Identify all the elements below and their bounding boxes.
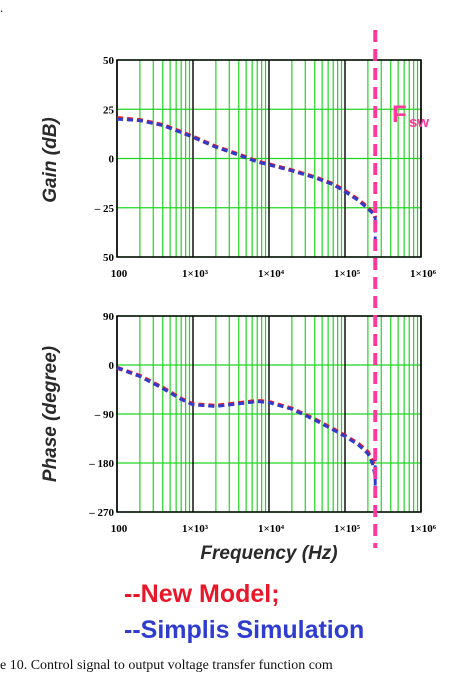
x-tick-label: 1×10⁶ — [410, 268, 437, 280]
y-tick-label: 50 — [103, 55, 115, 67]
y-tick-label: 0 — [109, 154, 115, 166]
plot-frame — [116, 59, 422, 258]
y-tick-label: – 25 — [94, 203, 115, 215]
legend-new-model: --New Model; — [124, 580, 280, 608]
legend-simplis: --Simplis Simulation — [124, 616, 365, 644]
x-tick-label: 1×10⁴ — [258, 523, 285, 535]
x-tick-label: 100 — [111, 523, 128, 535]
fsw-label-subscript: sw — [409, 114, 429, 131]
y-axis-label: Gain (dB) — [40, 117, 61, 203]
x-tick-label: 1×10⁵ — [334, 268, 361, 280]
x-tick-label: 1×10³ — [182, 523, 209, 535]
x-axis-label: Frequency (Hz) — [200, 543, 337, 564]
y-tick-label: 50 — [103, 252, 115, 264]
y-tick-label: 0 — [109, 360, 115, 372]
plot-frame — [116, 315, 422, 513]
y-tick-label: 90 — [103, 311, 115, 323]
figure-caption: e 10. Control signal to output voltage t… — [0, 658, 333, 673]
x-tick-label: 100 — [111, 268, 128, 280]
y-tick-label: – 180 — [88, 458, 114, 470]
series-simplis — [116, 117, 377, 246]
y-tick-label: – 90 — [94, 409, 115, 421]
x-tick-label: 1×10⁶ — [410, 523, 437, 535]
y-tick-label: 25 — [103, 104, 115, 116]
x-tick-label: 1×10⁵ — [334, 523, 361, 535]
top-fragment: . — [0, 0, 4, 15]
x-tick-label: 1×10⁴ — [258, 268, 285, 280]
fsw-label: F — [392, 101, 407, 128]
y-tick-label: – 270 — [88, 507, 114, 519]
x-tick-label: 1×10³ — [182, 268, 209, 280]
series-simplis — [116, 366, 377, 492]
y-axis-label: Phase (degree) — [40, 346, 61, 482]
